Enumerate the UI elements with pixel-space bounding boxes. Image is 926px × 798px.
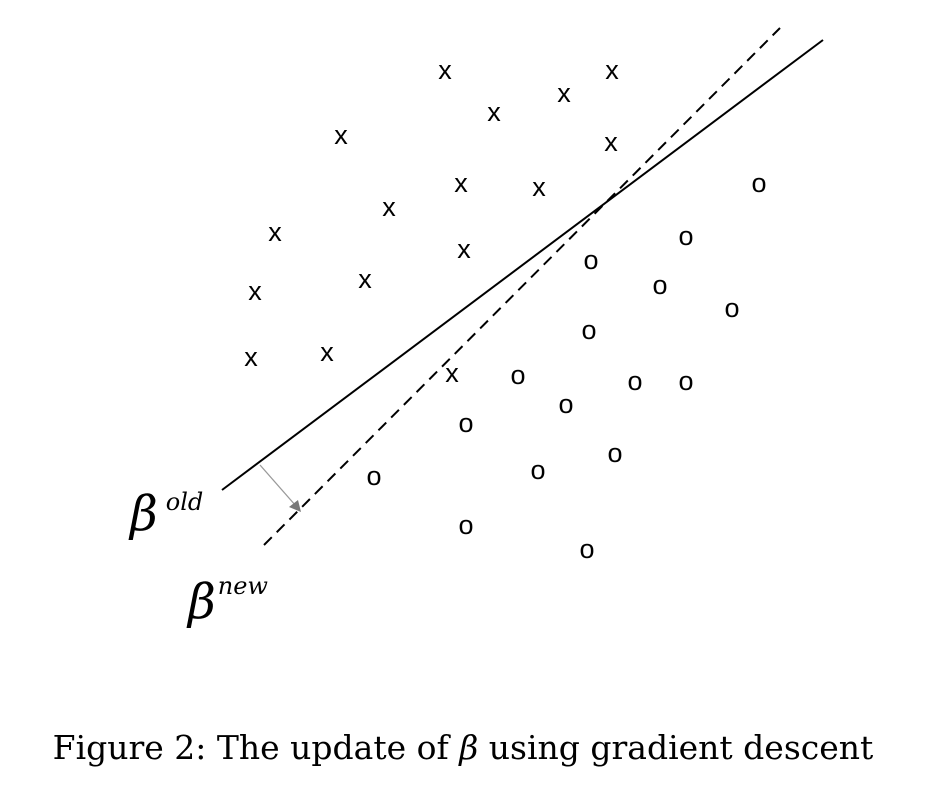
x-marker: x [604, 127, 618, 157]
o-marker: o [581, 315, 596, 345]
x-marker: x [358, 264, 372, 294]
o-marker: o [510, 360, 525, 390]
x-marker: x [268, 217, 282, 247]
x-marker: x [457, 234, 471, 264]
o-marker: o [724, 293, 739, 323]
beta-old-superscript: old [166, 488, 204, 516]
o-marker: o [751, 168, 766, 198]
caption-prefix: Figure 2: The update of [52, 728, 460, 767]
x-marker: x [438, 55, 452, 85]
beta-new-symbol: β [186, 574, 216, 630]
x-marker: x [605, 55, 619, 85]
caption-beta-symbol: β [459, 728, 479, 767]
o-marker: o [607, 438, 622, 468]
x-marker: x [248, 276, 262, 306]
beta-old-boundary-line [221, 39, 824, 491]
o-marker: o [583, 245, 598, 275]
o-marker: o [579, 534, 594, 564]
x-marker: x [557, 78, 571, 108]
o-marker: o [458, 408, 473, 438]
o-marker: o [678, 221, 693, 251]
x-marker: x [487, 97, 501, 127]
x-marker: x [334, 120, 348, 150]
o-marker: o [678, 366, 693, 396]
caption-suffix: using gradient descent [478, 728, 874, 767]
beta-old-label: β old [128, 486, 203, 542]
beta-new-boundary-line [263, 27, 781, 546]
x-marker: x [445, 358, 459, 388]
x-marker: x [532, 172, 546, 202]
o-marker: o [558, 389, 573, 419]
beta-old-symbol: β [128, 486, 158, 542]
figure-caption: Figure 2: The update of β using gradient… [0, 728, 926, 767]
o-marker: o [652, 270, 667, 300]
o-marker: o [366, 461, 381, 491]
x-marker: x [320, 337, 334, 367]
x-marker: x [244, 342, 258, 372]
o-marker: o [627, 366, 642, 396]
o-marker: o [458, 510, 473, 540]
x-marker: x [382, 192, 396, 222]
update-arrow [259, 464, 297, 507]
beta-new-superscript: new [218, 572, 269, 600]
update-arrow-head [289, 500, 301, 512]
x-marker: x [454, 168, 468, 198]
o-marker: o [530, 455, 545, 485]
beta-new-label: βnew [186, 572, 268, 630]
